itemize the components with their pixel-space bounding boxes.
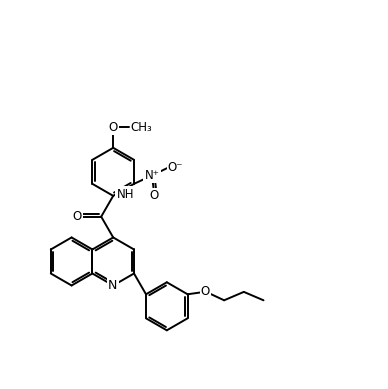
- Text: O: O: [201, 286, 210, 298]
- Text: CH₃: CH₃: [131, 121, 152, 134]
- Text: NH: NH: [116, 187, 134, 200]
- Text: O: O: [73, 210, 82, 223]
- Text: O: O: [109, 121, 118, 134]
- Text: N: N: [108, 279, 118, 292]
- Text: O⁻: O⁻: [168, 161, 183, 174]
- Text: O: O: [150, 189, 159, 202]
- Text: N⁺: N⁺: [145, 169, 159, 182]
